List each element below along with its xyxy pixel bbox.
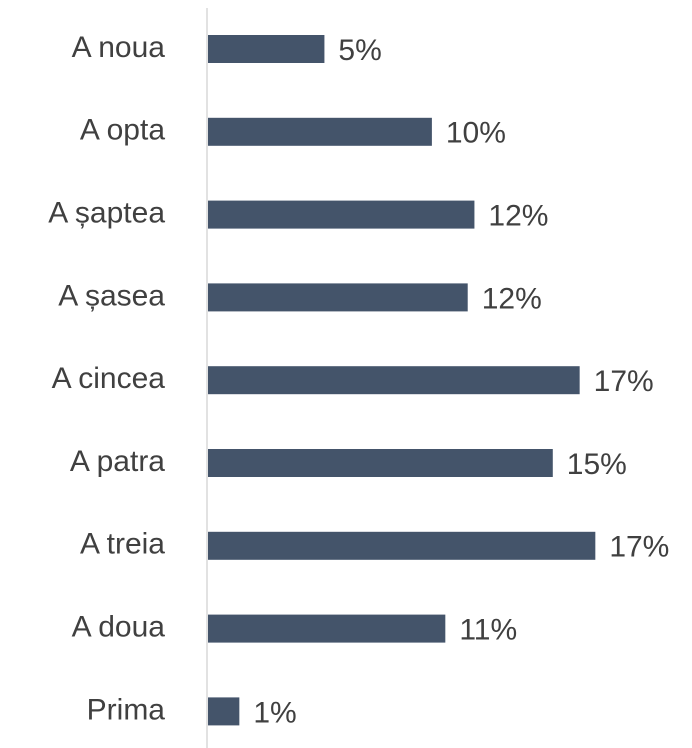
bar [208, 35, 325, 63]
bar [208, 366, 580, 395]
data-label: 1% [253, 696, 296, 729]
category-label: A șaptea [48, 197, 165, 230]
category-label: A noua [72, 31, 166, 64]
category-label: A cincea [52, 362, 166, 395]
category-label: A șasea [58, 279, 165, 312]
data-label: 12% [482, 282, 542, 315]
data-label: 5% [338, 34, 381, 67]
data-label: 17% [609, 531, 669, 564]
bar [208, 531, 596, 560]
bar [208, 449, 553, 477]
category-label: Prima [87, 693, 166, 726]
data-label: 15% [567, 448, 627, 481]
bar [208, 697, 240, 726]
category-label: A doua [72, 611, 166, 644]
data-label: 11% [459, 614, 517, 647]
category-label: A patra [70, 445, 165, 478]
bar [208, 200, 475, 229]
data-label: 10% [446, 117, 506, 150]
bar [208, 283, 468, 312]
bar [208, 117, 432, 146]
data-label: 12% [488, 200, 548, 233]
category-label: A treia [80, 528, 165, 561]
data-label: 17% [594, 365, 654, 398]
category-label: A opta [80, 114, 165, 147]
bar [208, 614, 446, 643]
